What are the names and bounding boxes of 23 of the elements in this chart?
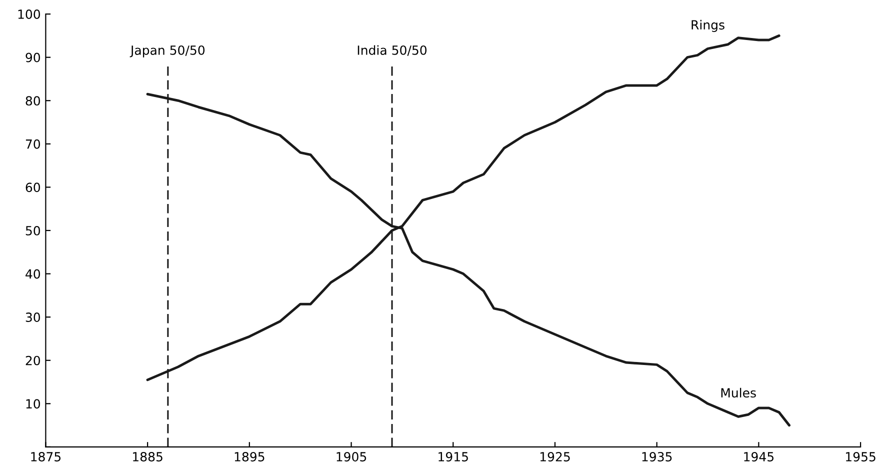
y-tick-label: 70 [26,139,40,149]
ref-line-label: India 50/50 [358,45,427,56]
y-tick-label: 50 [26,226,40,236]
x-tick-label: 1885 [133,452,162,462]
x-tick-label: 1905 [336,452,366,462]
x-tick-label: 1945 [744,452,774,462]
y-tick-label: 80 [26,96,40,106]
y-tick-label: 90 [26,52,40,62]
series-label: Rings [692,20,724,32]
x-tick-label: 1935 [642,452,672,462]
x-tick-label: 1955 [846,452,876,462]
series-label: Mules [721,388,756,398]
ref-line-label: Japan 50/50 [130,45,205,58]
y-tick-label: 20 [26,356,40,366]
x-tick-label: 1875 [31,452,61,462]
x-tick-label: 1925 [540,452,570,462]
y-tick-label: 30 [26,312,40,322]
y-tick-label: 40 [26,269,40,279]
y-tick-label: 60 [26,182,40,192]
x-tick-label: 1915 [438,452,468,462]
y-tick-label: 100 [18,10,40,19]
x-tick-label: 1895 [234,452,264,462]
y-tick-label: 10 [26,399,40,409]
